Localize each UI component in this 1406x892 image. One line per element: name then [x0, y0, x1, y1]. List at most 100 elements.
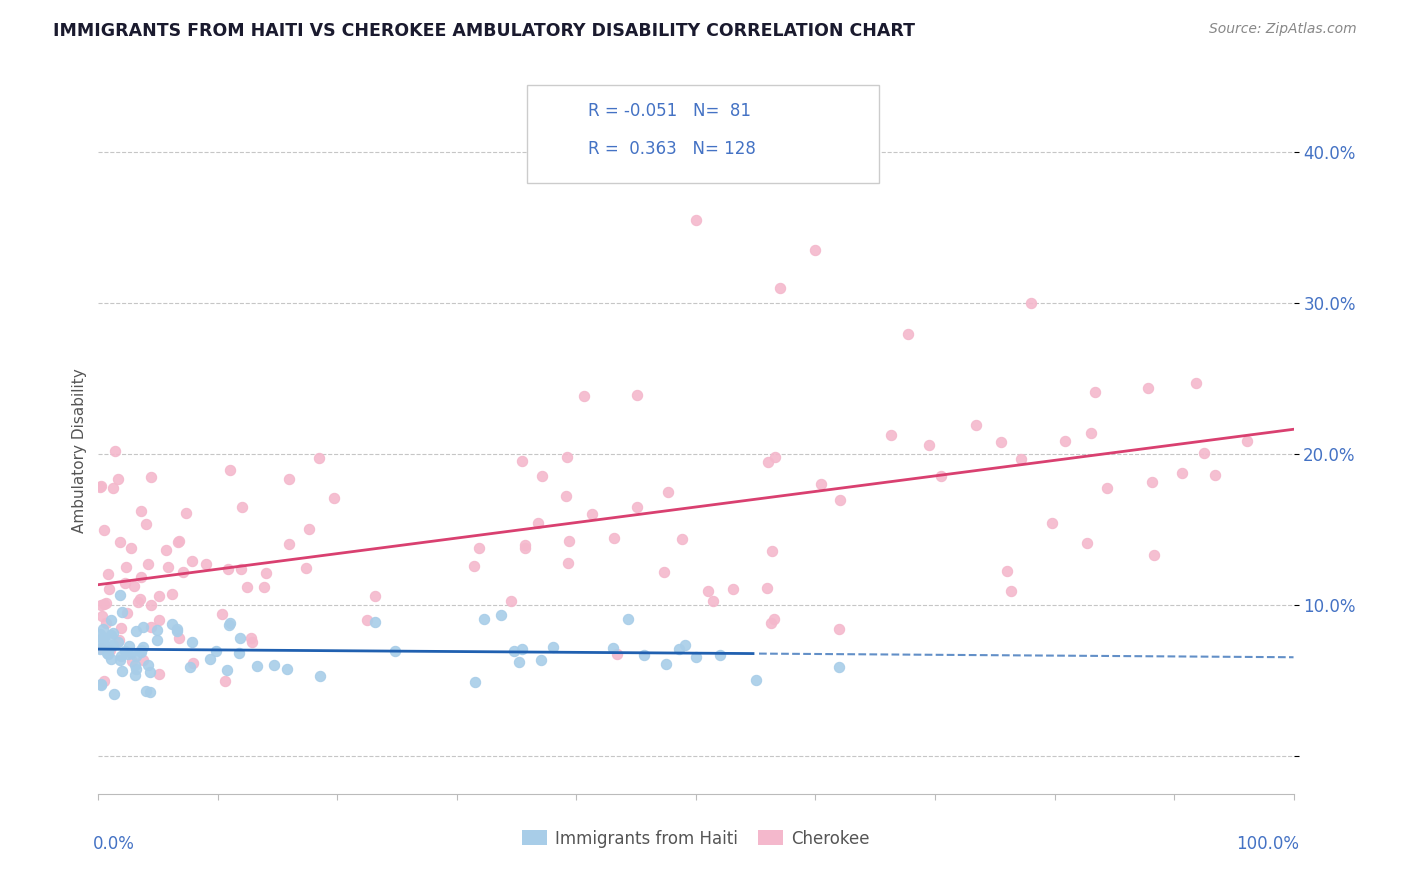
Point	[278, 537, 301, 551]
Point	[110, 535, 132, 549]
Point	[1192, 446, 1215, 460]
Point	[1080, 426, 1102, 441]
Point	[246, 659, 269, 673]
Point	[897, 327, 920, 342]
Point	[240, 634, 263, 648]
Point	[117, 648, 139, 662]
Point	[295, 561, 318, 575]
Point	[156, 559, 179, 574]
Point	[110, 621, 132, 635]
Point	[110, 649, 132, 664]
Point	[745, 673, 768, 687]
Point	[103, 638, 125, 652]
Point	[240, 632, 263, 646]
Point	[167, 631, 190, 645]
Point	[810, 477, 832, 491]
Point	[97, 647, 120, 661]
Point	[685, 649, 707, 664]
Point	[626, 500, 648, 515]
Point	[558, 533, 581, 548]
Point	[1095, 482, 1118, 496]
Point	[96, 616, 118, 631]
Point	[155, 543, 177, 558]
Point	[530, 653, 553, 667]
Point	[114, 643, 136, 657]
Point	[557, 556, 579, 570]
Text: 100.0%: 100.0%	[1236, 835, 1299, 853]
Point	[363, 589, 385, 603]
Point	[917, 438, 939, 452]
Point	[308, 451, 330, 466]
Point	[162, 587, 184, 601]
Point	[179, 659, 201, 673]
Point	[804, 244, 827, 258]
Point	[135, 516, 157, 531]
Point	[93, 637, 115, 651]
Point	[229, 632, 252, 646]
Point	[111, 665, 134, 679]
Point	[384, 643, 406, 657]
Point	[103, 687, 125, 701]
Point	[572, 389, 595, 403]
Point	[555, 450, 578, 465]
Point	[253, 580, 276, 594]
Point	[125, 624, 148, 639]
Point	[626, 388, 648, 402]
Point	[93, 523, 115, 537]
Point	[167, 535, 190, 549]
Point	[508, 655, 530, 669]
Point	[657, 484, 679, 499]
Text: 0.0%: 0.0%	[93, 835, 135, 853]
Point	[146, 624, 169, 638]
Point	[198, 651, 221, 665]
Point	[308, 669, 330, 683]
Text: R =  0.363   N= 128: R = 0.363 N= 128	[588, 140, 755, 158]
Point	[1140, 475, 1163, 490]
Point	[602, 640, 624, 655]
Point	[668, 642, 690, 657]
Point	[101, 481, 124, 495]
Point	[231, 562, 253, 576]
Point	[756, 455, 779, 469]
Point	[100, 613, 122, 627]
Point	[1236, 434, 1258, 449]
Point	[219, 615, 242, 630]
Point	[530, 469, 553, 483]
Point	[129, 645, 152, 659]
Point	[98, 582, 121, 596]
Point	[510, 454, 533, 468]
Point	[89, 634, 111, 648]
Point	[254, 566, 277, 580]
Point	[138, 665, 160, 679]
Point	[148, 613, 170, 627]
Point	[97, 567, 120, 582]
Point	[139, 598, 162, 612]
Point	[702, 593, 724, 607]
Point	[673, 638, 696, 652]
Point	[1204, 468, 1226, 483]
Point	[100, 639, 122, 653]
Point	[1010, 452, 1032, 467]
Point	[228, 646, 250, 660]
Text: Source: ZipAtlas.com: Source: ZipAtlas.com	[1209, 22, 1357, 37]
Point	[129, 591, 152, 606]
Point	[276, 662, 298, 676]
Point	[176, 507, 198, 521]
Point	[1084, 384, 1107, 399]
Point	[763, 450, 786, 464]
Point	[120, 541, 142, 556]
Point	[90, 677, 112, 691]
Point	[581, 507, 603, 521]
Point	[139, 619, 162, 633]
Point	[121, 654, 143, 668]
Point	[1019, 296, 1042, 310]
Point	[122, 579, 145, 593]
Point	[696, 584, 718, 599]
Point	[120, 646, 142, 660]
Point	[463, 559, 485, 574]
Point	[125, 648, 148, 663]
Point	[499, 594, 522, 608]
Point	[124, 658, 146, 673]
Point	[617, 612, 640, 626]
Point	[89, 627, 111, 641]
